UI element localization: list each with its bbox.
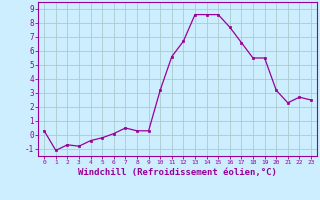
X-axis label: Windchill (Refroidissement éolien,°C): Windchill (Refroidissement éolien,°C) bbox=[78, 168, 277, 177]
